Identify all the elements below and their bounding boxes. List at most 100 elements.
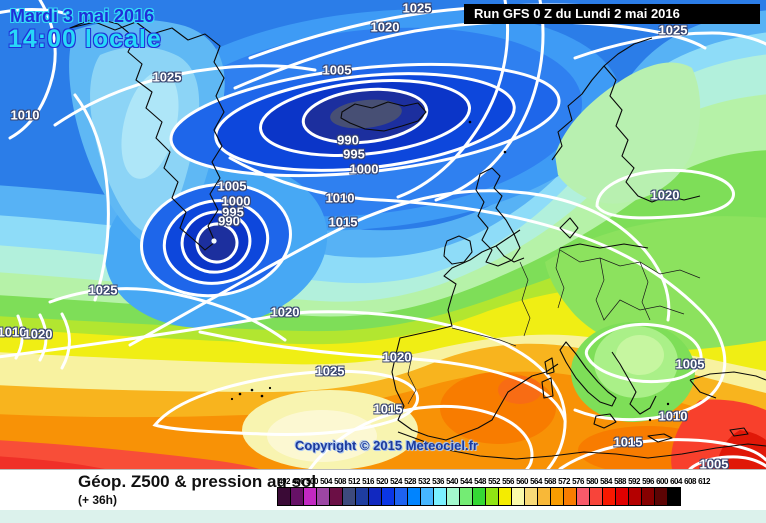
legend-swatch <box>498 487 512 506</box>
legend-value: 500 <box>306 477 318 486</box>
pressure-label: 1020 <box>370 19 400 35</box>
pressure-map-canvas <box>0 0 766 469</box>
legend-value: 584 <box>600 477 612 486</box>
legend-value: 516 <box>362 477 374 486</box>
iberia-hot-core <box>498 376 542 404</box>
pressure-label: 1010 <box>0 324 27 340</box>
forecast-hour: (+ 36h) <box>78 493 118 507</box>
copyright-label: Copyright © 2015 Meteociel.fr <box>295 438 478 453</box>
small-low-island <box>211 238 217 244</box>
legend-value: 576 <box>572 477 584 486</box>
legend-swatch <box>459 487 473 506</box>
big-low-core <box>330 99 402 129</box>
legend-swatches-row <box>277 487 717 506</box>
color-scale-legend: 492 496 500 504 508 512 516 520 524 528 532 536 540 5… <box>277 477 717 506</box>
legend-value: 536 <box>432 477 444 486</box>
legend-value: 564 <box>530 477 542 486</box>
legend-value: 588 <box>614 477 626 486</box>
legend-swatch <box>407 487 421 506</box>
cream-blob-core <box>267 410 377 462</box>
legend-swatch <box>420 487 434 506</box>
legend-swatch <box>628 487 642 506</box>
legend-swatch <box>381 487 395 506</box>
legend-swatch <box>602 487 616 506</box>
legend-swatch <box>576 487 590 506</box>
legend-value: 552 <box>488 477 500 486</box>
legend-swatch <box>368 487 382 506</box>
legend-swatch <box>277 487 291 506</box>
pressure-label: 1010 <box>10 107 40 123</box>
legend-value: 604 <box>670 477 682 486</box>
pressure-label: 990 <box>218 213 240 229</box>
legend-swatch <box>355 487 369 506</box>
coastlines <box>69 17 766 460</box>
pressure-label: 1025 <box>315 363 345 379</box>
legend-swatch <box>342 487 356 506</box>
pressure-label: 1005 <box>322 62 352 78</box>
legend-value: 544 <box>460 477 472 486</box>
legend-swatch <box>589 487 603 506</box>
pressure-label: 1000 <box>221 193 251 209</box>
greenland-shade-core <box>121 71 179 179</box>
pressure-label: 1000 <box>349 161 379 177</box>
pressure-label: 990 <box>337 132 359 148</box>
footer-bar: Géop. Z500 & pression au sol (+ 36h) 492… <box>0 469 766 510</box>
legend-value: 608 <box>684 477 696 486</box>
legend-swatch <box>511 487 525 506</box>
pressure-label: 1015 <box>373 401 403 417</box>
legend-swatch <box>290 487 304 506</box>
legend-value: 528 <box>404 477 416 486</box>
pressure-label: 1025 <box>402 0 432 16</box>
legend-swatch <box>472 487 486 506</box>
pressure-label: 1020 <box>270 304 300 320</box>
isobar-contours <box>0 0 766 469</box>
legend-value: 592 <box>628 477 640 486</box>
pressure-label: 1020 <box>650 187 680 203</box>
legend-values-row: 492 496 500 504 508 512 516 520 524 528 532 536 540 5… <box>277 477 717 486</box>
legend-swatch <box>394 487 408 506</box>
date-label: Mardi 3 mai 2016 <box>10 6 155 26</box>
legend-value: 596 <box>642 477 654 486</box>
legend-value: 600 <box>656 477 668 486</box>
legend-value: 532 <box>418 477 430 486</box>
pressure-label: 1005 <box>699 456 729 472</box>
legend-swatch <box>485 487 499 506</box>
island-dots <box>230 120 670 422</box>
legend-swatch <box>446 487 460 506</box>
legend-swatch <box>537 487 551 506</box>
legend-value: 560 <box>516 477 528 486</box>
legend-swatch <box>667 487 681 506</box>
pressure-label: 1010 <box>325 190 355 206</box>
legend-swatch <box>316 487 330 506</box>
legend-swatch <box>550 487 564 506</box>
pressure-label: 995 <box>343 146 365 162</box>
legend-swatch <box>303 487 317 506</box>
time-label: 14:00 locale <box>8 25 162 53</box>
legend-value: 504 <box>320 477 332 486</box>
sw-red <box>0 440 260 469</box>
legend-swatch <box>563 487 577 506</box>
legend-value: 572 <box>558 477 570 486</box>
scandinavia-green <box>555 62 701 204</box>
map-title: Géop. Z500 & pression au sol <box>78 472 317 491</box>
small-low-990-fill <box>197 223 237 263</box>
legend-value: 568 <box>544 477 556 486</box>
model-run-banner: Run GFS 0 Z du Lundi 2 mai 2016 <box>464 4 760 24</box>
legend-value: 524 <box>390 477 402 486</box>
sw-red-deep <box>0 456 105 469</box>
pressure-label: 1020 <box>382 349 412 365</box>
legend-value: 580 <box>586 477 598 486</box>
legend-swatch <box>433 487 447 506</box>
legend-swatch <box>329 487 343 506</box>
legend-value: 548 <box>474 477 486 486</box>
pressure-label: 1025 <box>152 69 182 85</box>
legend-swatch <box>654 487 668 506</box>
legend-swatch <box>524 487 538 506</box>
bottom-strip <box>0 510 766 523</box>
country-borders <box>399 247 701 405</box>
greece-blob-core <box>616 335 664 375</box>
legend-value: 496 <box>292 477 304 486</box>
pressure-label: 1005 <box>217 178 247 194</box>
legend-swatch <box>615 487 629 506</box>
